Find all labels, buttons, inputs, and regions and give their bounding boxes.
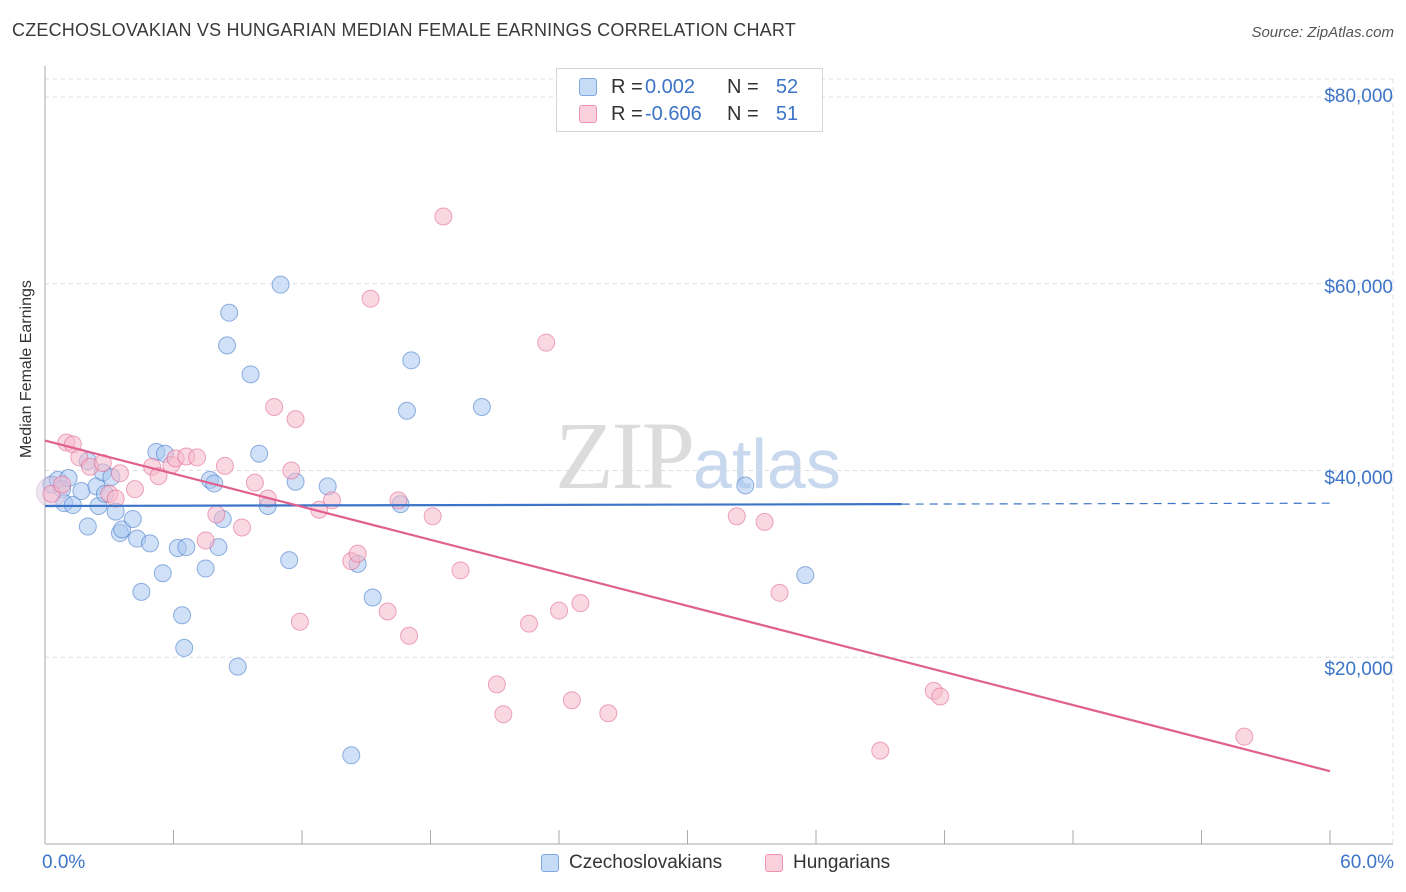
legend-row-hungarians: R = -0.606 N = 51 [579, 102, 807, 126]
point-hungarian [378, 602, 397, 621]
point-hungarian [931, 687, 950, 706]
legend-n-label: N = [727, 102, 759, 125]
correlation-legend: R = 0.002 N = 52 R = -0.606 N = 51 [556, 68, 823, 132]
point-hungarian [286, 410, 305, 429]
trend-lines [44, 439, 1331, 773]
point-hungarian [196, 531, 215, 550]
point-hungarian [770, 583, 789, 602]
point-hungarian [451, 561, 470, 580]
point-hungarian [1235, 727, 1254, 746]
point-czechoslovakian [123, 510, 142, 529]
trend-line-hungarians [44, 439, 1331, 773]
point-hungarian [550, 601, 568, 620]
point-czechoslovakian [241, 365, 260, 384]
bottom-legend-swatch-pink [765, 854, 783, 872]
y-tick-40000: $40,000 [1324, 468, 1393, 489]
point-czechoslovakian [132, 582, 151, 601]
point-hungarian [494, 705, 513, 724]
legend-n-label: N = [727, 75, 759, 98]
point-hungarian [389, 491, 408, 510]
legend-r-label: R = [611, 102, 643, 125]
points-hungarians [42, 207, 1254, 760]
y-tick-60000: $60,000 [1324, 277, 1393, 298]
point-hungarian [871, 741, 890, 760]
trend-line-czechoslovakians [44, 503, 902, 508]
point-czechoslovakian [153, 564, 172, 583]
trend-line-czechoslovakians-extension [901, 502, 1331, 505]
bottom-legend-swatch-blue [541, 854, 559, 872]
y-tick-80000: $80,000 [1324, 86, 1393, 107]
point-hungarian [265, 398, 284, 417]
point-czechoslovakian [218, 336, 237, 355]
point-hungarian [282, 461, 301, 480]
bottom-legend-label: Hungarians [793, 852, 891, 873]
point-czechoslovakian [342, 746, 361, 765]
legend-r-value: 0.002 [645, 75, 696, 98]
point-hungarian [487, 675, 506, 694]
x-tick-max: 60.0% [1340, 852, 1394, 873]
bottom-legend-hungarians: Hungarians [765, 852, 890, 874]
legend-n-value: 51 [775, 102, 799, 125]
point-czechoslovakian [78, 517, 97, 536]
point-czechoslovakian [363, 588, 382, 607]
legend-swatch-pink [579, 105, 597, 123]
legend-r-value: -0.606 [645, 102, 702, 125]
legend-row-czechoslovakians: R = 0.002 N = 52 [579, 75, 807, 99]
legend-n-value: 52 [775, 75, 799, 98]
point-czechoslovakian [402, 351, 421, 370]
point-czechoslovakian [796, 566, 815, 585]
point-czechoslovakian [196, 559, 215, 578]
point-czechoslovakian [280, 551, 299, 570]
y-tick-20000: $20,000 [1324, 659, 1393, 680]
point-hungarian [361, 289, 380, 308]
point-czechoslovakian [173, 606, 192, 625]
point-hungarian [599, 704, 618, 723]
point-czechoslovakian [472, 398, 491, 417]
watermark-zip: ZIP [555, 402, 695, 509]
point-hungarian [727, 507, 746, 526]
point-hungarian [520, 614, 539, 633]
chart-title: CZECHOSLOVAKIAN VS HUNGARIAN MEDIAN FEMA… [12, 20, 796, 40]
x-tick-min: 0.0% [42, 852, 86, 873]
bottom-legend-label: Czechoslovakians [569, 852, 723, 873]
axes [44, 66, 1393, 845]
point-czechoslovakian [72, 482, 91, 501]
point-czechoslovakian [397, 401, 416, 420]
grid-lines [45, 78, 1394, 844]
watermark-atlas: atlas [693, 425, 841, 503]
point-hungarian [562, 691, 581, 710]
point-czechoslovakian [175, 638, 194, 657]
point-czechoslovakian [220, 303, 239, 322]
legend-swatch-blue [579, 78, 597, 96]
point-hungarian [423, 507, 442, 526]
point-czechoslovakian [250, 444, 269, 463]
chart-source: Source: ZipAtlas.com [1251, 24, 1394, 41]
y-axis-label: Median Female Earnings [18, 280, 35, 458]
point-hungarian [106, 489, 125, 508]
point-hungarian [215, 456, 234, 475]
point-hungarian [233, 518, 252, 537]
point-czechoslovakian [271, 275, 290, 294]
point-hungarian [290, 612, 309, 631]
watermark: ZIPatlas [555, 400, 841, 511]
point-hungarian [110, 464, 129, 483]
legend-r-label: R = [611, 75, 643, 98]
point-hungarian [53, 475, 72, 494]
point-hungarian [400, 626, 419, 645]
point-hungarian [755, 512, 774, 531]
point-hungarian [348, 544, 367, 563]
point-czechoslovakian [228, 657, 247, 676]
point-czechoslovakian [177, 538, 196, 557]
point-hungarian [125, 480, 144, 499]
point-hungarian [434, 207, 453, 226]
point-hungarian [537, 333, 556, 352]
point-hungarian [188, 448, 207, 467]
bottom-legend-czechoslovakians: Czechoslovakians [541, 852, 722, 874]
point-hungarian [207, 505, 226, 524]
point-czechoslovakian [140, 534, 159, 553]
point-czechoslovakian [736, 476, 755, 495]
point-hungarian [571, 594, 590, 613]
point-hungarian [245, 473, 264, 492]
